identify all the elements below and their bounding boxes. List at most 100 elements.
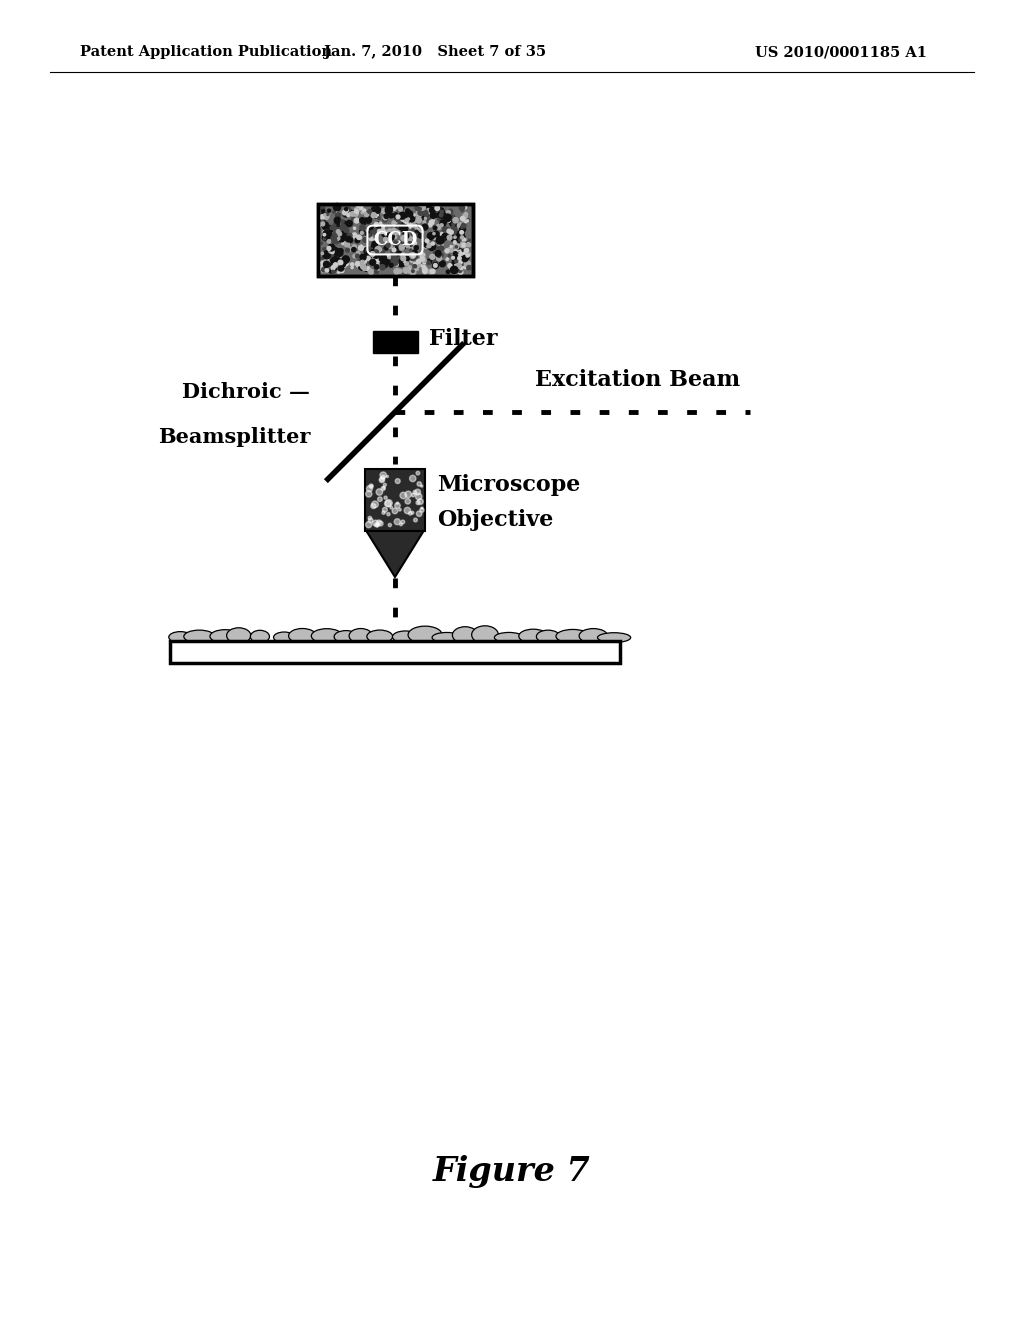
Circle shape [383,267,385,268]
Circle shape [333,223,336,226]
Circle shape [360,231,365,236]
Circle shape [352,210,355,214]
Circle shape [422,267,427,272]
Circle shape [394,268,399,275]
Circle shape [421,265,423,267]
Circle shape [461,210,463,211]
Circle shape [335,235,340,240]
Circle shape [346,238,350,243]
Circle shape [404,491,412,498]
Circle shape [442,230,446,234]
Circle shape [392,220,395,224]
Circle shape [453,234,456,238]
Circle shape [358,263,367,271]
Circle shape [438,235,445,242]
Circle shape [435,206,439,210]
Circle shape [411,253,416,259]
Circle shape [441,216,445,220]
Circle shape [319,257,324,261]
Text: Dichroic —: Dichroic — [182,381,310,403]
Circle shape [417,482,422,486]
Circle shape [431,269,434,272]
Circle shape [330,226,334,230]
Circle shape [384,214,388,218]
Circle shape [370,260,376,265]
Circle shape [404,507,411,513]
Circle shape [423,261,426,264]
Circle shape [338,235,345,242]
Circle shape [454,267,458,272]
Circle shape [458,256,461,260]
Circle shape [364,267,368,271]
Circle shape [319,222,325,227]
Circle shape [366,491,372,498]
Circle shape [382,511,385,515]
Circle shape [369,269,374,275]
Circle shape [385,500,391,507]
Circle shape [327,257,332,261]
Circle shape [346,238,352,243]
Circle shape [382,232,386,236]
Circle shape [447,219,451,222]
Circle shape [447,264,452,268]
Circle shape [460,243,468,249]
Circle shape [463,242,465,244]
Circle shape [399,259,403,263]
Ellipse shape [472,626,499,644]
Circle shape [343,210,347,215]
Circle shape [395,263,398,267]
Ellipse shape [495,632,523,643]
Circle shape [353,211,358,216]
Circle shape [400,206,403,210]
Text: Beamsplitter: Beamsplitter [158,426,310,447]
Circle shape [391,230,397,236]
Circle shape [346,236,351,242]
Circle shape [413,214,415,216]
Circle shape [398,222,403,227]
Circle shape [319,215,325,219]
Circle shape [376,222,380,226]
Circle shape [425,268,427,269]
Circle shape [413,253,418,259]
Circle shape [433,226,437,230]
Circle shape [456,243,462,249]
Circle shape [466,253,469,257]
Circle shape [334,255,337,259]
Circle shape [413,248,417,252]
Circle shape [399,219,404,223]
Circle shape [366,256,371,260]
Circle shape [433,231,439,238]
Circle shape [438,216,443,222]
Circle shape [467,219,469,222]
Circle shape [454,252,457,255]
Circle shape [442,227,449,232]
Circle shape [401,259,406,263]
Circle shape [389,263,393,267]
Circle shape [458,269,462,272]
Circle shape [333,227,338,231]
Circle shape [401,520,404,524]
Circle shape [450,219,456,226]
Circle shape [410,252,416,259]
Circle shape [450,267,453,269]
Circle shape [438,261,441,264]
Circle shape [406,244,410,247]
Circle shape [450,248,454,252]
Circle shape [439,244,442,247]
Circle shape [342,256,349,263]
Circle shape [411,236,413,239]
Circle shape [463,205,467,210]
Circle shape [374,213,379,218]
Circle shape [440,223,443,227]
Circle shape [367,486,373,491]
Circle shape [386,210,389,214]
Ellipse shape [289,628,316,643]
Circle shape [392,508,397,513]
Circle shape [442,232,447,239]
Circle shape [331,259,334,263]
Circle shape [331,251,334,253]
Circle shape [400,240,404,244]
Circle shape [380,473,386,478]
Circle shape [465,252,470,256]
Circle shape [385,207,391,214]
